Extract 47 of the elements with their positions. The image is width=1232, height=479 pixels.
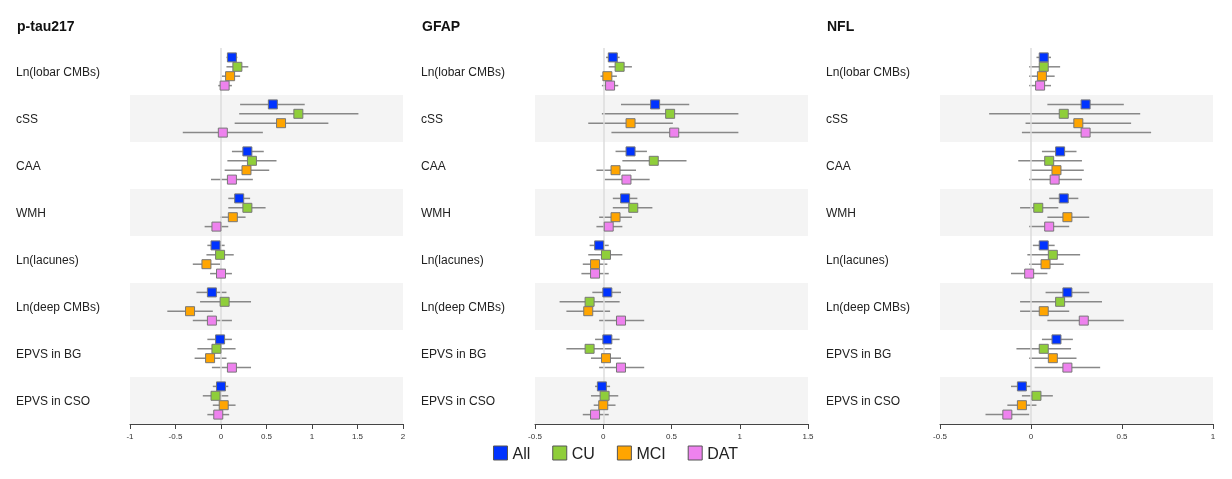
x-tick-label: 1.5 [802,431,815,441]
y-tick-label: Ln(lobar CMBs) [16,64,101,79]
y-tick-label: WMH [826,205,856,220]
x-tick-label: 1.5 [351,431,364,441]
x-tick-label: 1 [309,431,315,441]
y-tick-label: EPVS in BG [421,346,487,361]
y-tick-label: EPVS in CSO [826,393,901,408]
chart-title: p-tau217 [17,18,75,34]
x-tick-label: 0.5 [1116,431,1129,441]
y-tick-label: cSS [421,111,444,126]
legend-label: CU [571,444,595,462]
y-tick-label: CAA [421,158,446,173]
x-tick-label: -0.5 [933,431,948,441]
x-tick-label: -0.5 [528,431,543,441]
y-tick-label: Ln(lobar CMBs) [826,64,911,79]
x-tick-label: 0.5 [665,431,678,441]
y-tick-label: cSS [16,111,39,126]
x-tick-label: 0.5 [260,431,273,441]
y-tick-label: EPVS in CSO [421,393,496,408]
x-tick-label: -1 [126,431,135,441]
y-tick-label: Ln(deep CMBs) [16,299,101,314]
y-tick-label: EPVS in BG [16,346,82,361]
x-tick-label: 1 [737,431,743,441]
chart-title: NFL [827,18,855,34]
x-tick-label: 0 [601,431,607,441]
y-tick-label: EPVS in CSO [16,393,91,408]
y-tick-label: WMH [16,205,46,220]
y-tick-label: CAA [16,158,41,173]
legend-label: MCI [636,444,666,462]
y-tick-label: CAA [826,158,851,173]
x-tick-label: 0 [1028,431,1034,441]
legend-label: All [512,444,531,462]
y-tick-label: Ln(lacunes) [826,252,889,267]
x-tick-label: -0.5 [168,431,183,441]
y-tick-label: Ln(lacunes) [16,252,79,267]
y-tick-label: Ln(deep CMBs) [826,299,911,314]
chart-title: GFAP [422,18,461,34]
x-tick-label: 2 [400,431,406,441]
y-tick-label: WMH [421,205,451,220]
legend-label: DAT [707,444,739,462]
x-tick-label: 0 [218,431,224,441]
x-tick-label: 1 [1210,431,1216,441]
y-tick-label: Ln(lobar CMBs) [421,64,506,79]
y-tick-label: Ln(lacunes) [421,252,484,267]
y-tick-label: cSS [826,111,849,126]
y-tick-label: Ln(deep CMBs) [421,299,506,314]
y-tick-label: EPVS in BG [826,346,892,361]
